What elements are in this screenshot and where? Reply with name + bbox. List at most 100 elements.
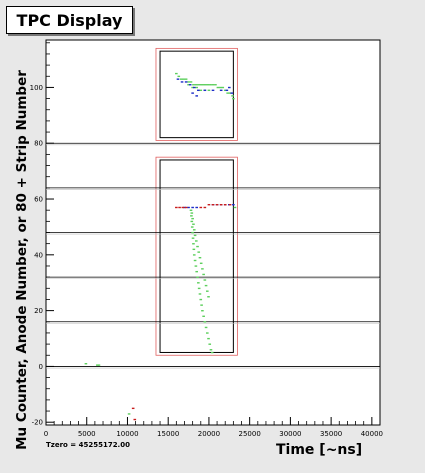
hit-point-green [208, 343, 212, 345]
hit-point-green [127, 413, 131, 415]
hit-point-blue [188, 84, 192, 86]
hit-point-blue [227, 86, 231, 89]
hit-point-red [211, 204, 215, 206]
hit-point-green [190, 215, 193, 217]
hit-point-green [190, 226, 194, 228]
hit-point-green [96, 364, 99, 366]
hit-point-green [84, 363, 88, 365]
hit-point-blue [219, 89, 223, 92]
x-tick-label: 10000 [116, 430, 138, 438]
hit-point-green [209, 84, 212, 86]
x-tick-label: 5000 [78, 430, 96, 438]
hit-point-blue [183, 206, 186, 209]
hit-point-green [190, 212, 194, 214]
hit-point-green [201, 84, 205, 86]
y-tick-label: 80 [34, 140, 43, 148]
hit-point-red [184, 206, 188, 209]
hit-point-green [198, 257, 202, 259]
region-box-inner [159, 159, 234, 353]
hit-point-green [211, 84, 215, 86]
hit-point-green [223, 89, 227, 92]
hit-point-green [194, 265, 198, 267]
hit-point-red [223, 204, 227, 206]
hit-point-green [205, 332, 209, 334]
y-tick-label: 0 [39, 363, 43, 371]
hit-point-green [204, 326, 208, 329]
hit-point-green [199, 84, 203, 86]
hit-point-blue [230, 92, 234, 94]
hit-point-green [187, 81, 190, 83]
hit-point-green [184, 78, 188, 80]
hit-point-green [199, 89, 203, 92]
hit-point-green [207, 337, 210, 340]
hit-point-red [228, 204, 232, 206]
hit-point-green [192, 243, 195, 245]
hit-point-green [209, 349, 213, 351]
hit-point-green [194, 84, 198, 86]
x-tick-label: 40000 [361, 430, 383, 438]
hit-point-red [133, 418, 137, 421]
hit-point-green [187, 84, 190, 86]
region-box-inner [159, 50, 234, 139]
hit-point-green [198, 293, 202, 295]
hit-point-green [202, 273, 205, 276]
hit-point-red [175, 206, 178, 209]
y-tick-label: 60 [34, 196, 43, 204]
hit-point-green [195, 270, 199, 273]
hit-point-green [189, 209, 193, 211]
hit-point-green [203, 279, 207, 281]
x-tick-label: 35000 [320, 430, 342, 438]
hit-point-blue [195, 206, 199, 209]
hit-point-green [210, 351, 214, 354]
hit-point-green [231, 95, 234, 97]
hit-point-green [202, 315, 205, 317]
hit-point-green [189, 81, 193, 83]
hit-point-green [191, 86, 194, 89]
y-tick-label: 20 [34, 307, 43, 315]
hit-point-blue [192, 86, 196, 89]
hit-point-green [204, 284, 208, 287]
hit-point-green [200, 304, 203, 306]
hit-point-green [191, 237, 195, 239]
hit-point-green [199, 298, 203, 301]
hit-point-green [196, 245, 199, 248]
hit-point-blue [225, 89, 229, 92]
hit-point-green [228, 92, 232, 94]
hit-point-red [207, 204, 211, 206]
hit-point-green [190, 220, 194, 223]
hit-point-red [178, 206, 181, 209]
hit-point-green [216, 86, 220, 89]
hit-point-green [197, 251, 201, 253]
hit-point-green [193, 259, 197, 262]
hit-point-green [179, 78, 183, 80]
y-tick-label: -20 [32, 419, 43, 427]
hit-point-green [221, 86, 225, 89]
hit-point-green [203, 321, 207, 323]
x-tick-label: 15000 [157, 430, 179, 438]
hit-point-blue [176, 78, 180, 80]
hit-point-green [207, 296, 210, 298]
hit-point-green [206, 84, 210, 86]
hit-point-green [192, 254, 196, 256]
y-tick-label: 40 [34, 251, 43, 259]
hit-point-blue [187, 206, 190, 209]
hit-point-green [201, 310, 204, 312]
x-tick-label: 0 [44, 430, 48, 438]
hit-point-red [203, 206, 207, 209]
hit-point-green [191, 217, 194, 220]
hit-point-green [197, 282, 200, 284]
x-tick-label: 20000 [198, 430, 220, 438]
hit-point-green [191, 231, 194, 234]
hit-point-green [195, 86, 199, 89]
hit-point-green [177, 75, 181, 78]
hit-point-green [175, 72, 178, 75]
hit-point-green [199, 262, 203, 264]
hit-point-green [232, 97, 235, 100]
hit-point-green [201, 268, 204, 270]
hit-point-red [199, 206, 203, 209]
hit-point-green [195, 240, 198, 242]
hit-point-green [192, 248, 196, 251]
hit-point-green [214, 84, 217, 86]
hit-point-blue [197, 89, 200, 92]
